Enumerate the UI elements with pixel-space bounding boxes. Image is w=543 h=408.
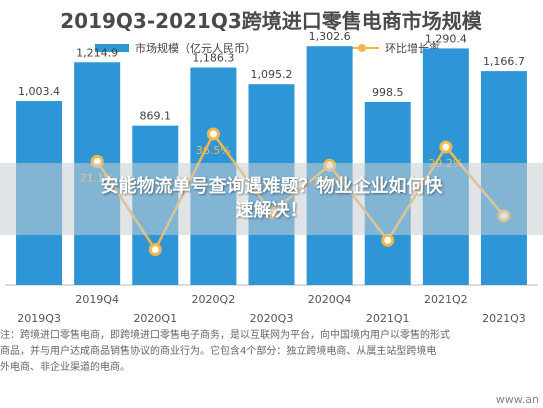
overlay-title-line-1: 安能物流单号查询遇难题？物业企业如何快 bbox=[100, 176, 443, 197]
bar-labels: 1,003.4 1,214.9 869.1 1,186.3 1,095.2 1,302.6… bbox=[18, 30, 525, 122]
bar-label-2021Q2: 1,290.4 bbox=[425, 32, 467, 45]
x-tick-2020Q2: 2020Q2 bbox=[192, 293, 236, 306]
chart-footnote: 注：跨境进口零售电商，即跨境进口零售电子商务，是以互联网为平台，向中国境内用户以… bbox=[0, 328, 543, 376]
bar-label-2019Q4: 1,214.9 bbox=[76, 46, 118, 59]
growth-point-2021Q2 bbox=[439, 140, 453, 154]
growth-point-2020Q1 bbox=[148, 243, 162, 257]
bar-label-2020Q1: 869.1 bbox=[140, 110, 172, 123]
x-tick-2019Q3: 2019Q3 bbox=[17, 312, 61, 325]
legend-line-marker bbox=[358, 44, 366, 52]
legend-bar-swatch bbox=[95, 44, 129, 52]
x-tick-2019Q4: 2019Q4 bbox=[75, 293, 119, 306]
x-tick-labels: 2019Q3 2019Q4 2020Q1 2020Q2 2020Q3 2020Q4 2021… bbox=[17, 293, 526, 325]
chart-title: 2019Q3-2021Q3跨境进口零售电商市场规模 bbox=[60, 9, 482, 33]
watermark: www.an bbox=[495, 393, 539, 406]
overlay-title-line-2: 速解决！ bbox=[235, 200, 308, 221]
footnote-line-1: 注：跨境进口零售电商，即跨境进口零售电子商务，是以互联网为平台，向中国境内用户以… bbox=[0, 330, 450, 341]
x-tick-2021Q1: 2021Q1 bbox=[366, 312, 410, 325]
growth-point-2020Q2 bbox=[206, 127, 220, 141]
bar-label-2020Q3: 1,095.2 bbox=[251, 68, 293, 81]
x-tick-2020Q3: 2020Q3 bbox=[250, 312, 294, 325]
overlay-banner[interactable]: 安能物流单号查询遇难题？物业企业如何快 速解决！ bbox=[0, 163, 543, 235]
legend-bar-label: 市场规模（亿元人民币） bbox=[135, 41, 256, 55]
x-tick-2021Q3: 2021Q3 bbox=[482, 312, 526, 325]
bar-label-2020Q4: 1,302.6 bbox=[309, 30, 351, 43]
bar-label-2021Q1: 998.5 bbox=[372, 86, 404, 99]
bar-label-2021Q3: 1,166.7 bbox=[483, 55, 525, 68]
bar-label-2020Q2: 1,186.3 bbox=[192, 52, 234, 65]
x-tick-2020Q4: 2020Q4 bbox=[308, 293, 352, 306]
footnote-line-2: 商品，并与用户达成商品销售协议的商业行为。它包含4个部分：独立跨境电商、从属主站… bbox=[0, 346, 437, 357]
growth-point-2021Q1 bbox=[381, 233, 395, 247]
footnote-line-3: 外电商、非企业渠道的电商。 bbox=[0, 362, 130, 373]
x-tick-2021Q2: 2021Q2 bbox=[424, 293, 468, 306]
bar-label-2019Q3: 1,003.4 bbox=[18, 85, 60, 98]
growth-label-2020Q2: 36.5% bbox=[196, 144, 231, 157]
x-tick-2020Q1: 2020Q1 bbox=[133, 312, 177, 325]
